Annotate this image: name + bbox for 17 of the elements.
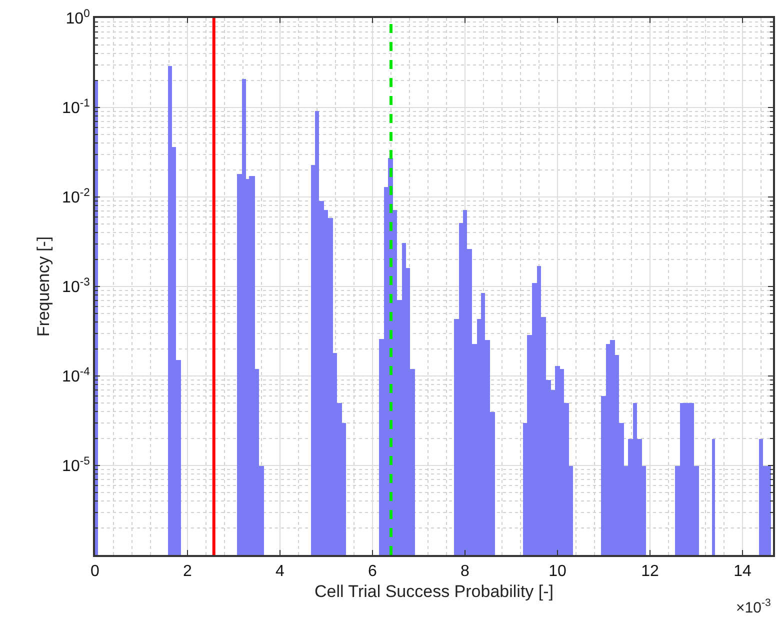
y-tick-label: 10$^{-5}$: [62, 455, 90, 476]
x-tick-label: 2: [183, 563, 192, 580]
x-tick-label: 4: [276, 563, 285, 580]
y-tick-label: 10$^{-1}$: [62, 97, 90, 118]
x-axis-title: Cell Trial Success Probability [-]: [314, 582, 554, 602]
y-tick-label: 10$^{0}$: [66, 8, 90, 28]
y-tick-label: 10$^{-3}$: [62, 276, 90, 296]
x-tick-label: 6: [368, 563, 378, 580]
x-tick-label: 10: [548, 563, 566, 580]
y-tick-label: 10$^{-2}$: [62, 186, 90, 207]
x-tick-label: 8: [460, 563, 470, 580]
y-axis-title: Frequency [-]: [34, 236, 54, 337]
y-tick-label: 10$^{-4}$: [62, 366, 90, 386]
text: ×10$^{-3}$: [736, 597, 771, 616]
x-tick-label: 0: [90, 563, 100, 580]
x-tick-label: 12: [641, 563, 659, 580]
x-tick-label: 14: [734, 563, 752, 580]
